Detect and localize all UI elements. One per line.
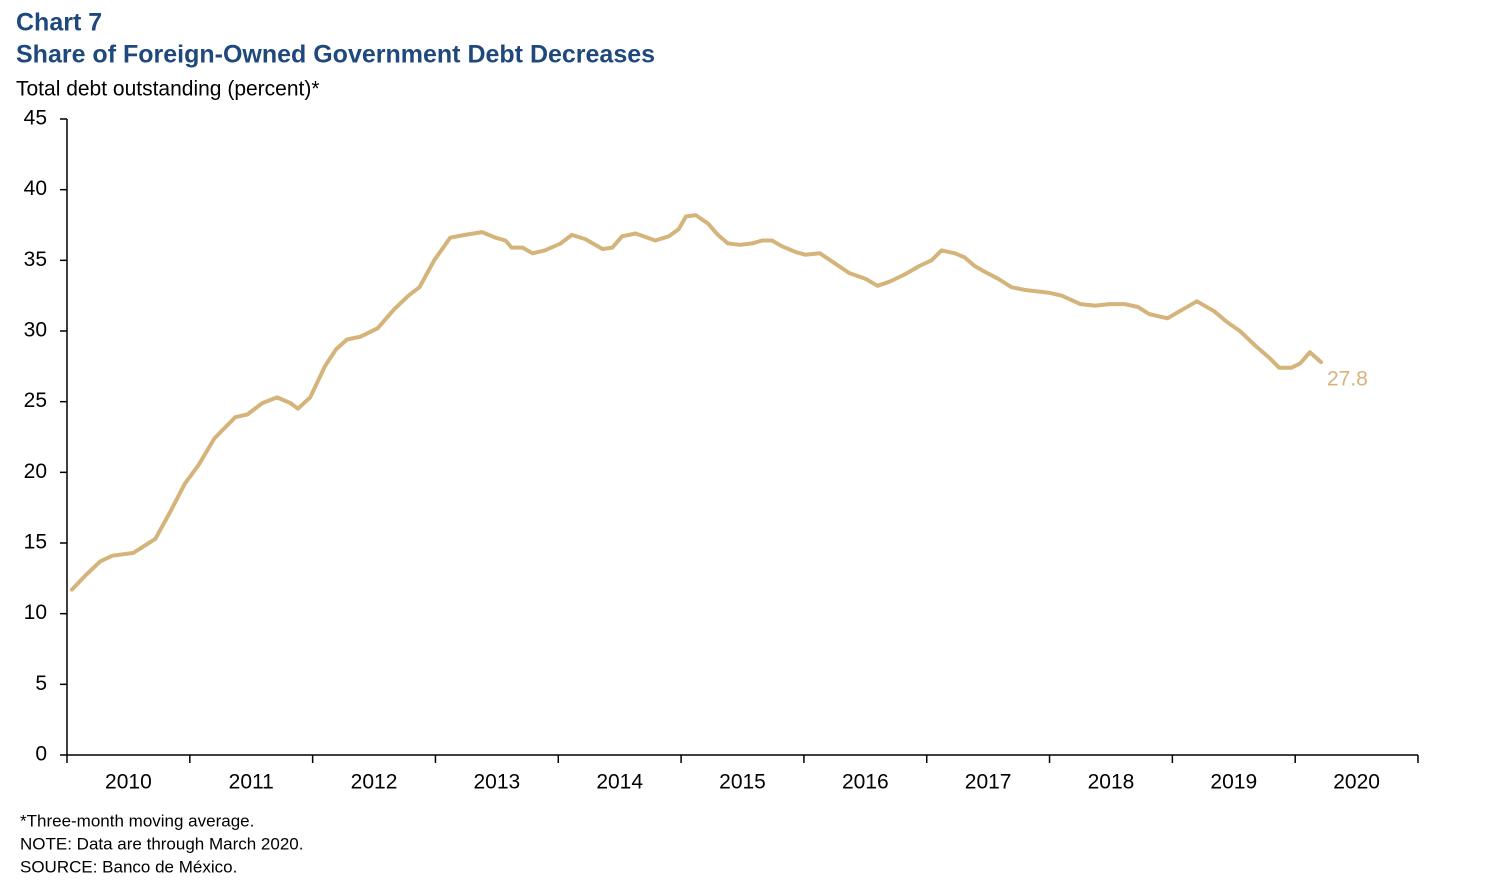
- x-tick-label: 2013: [474, 771, 521, 794]
- x-tick-label: 2019: [1210, 771, 1257, 794]
- x-tick-label: 2010: [105, 771, 152, 794]
- x-tick-label: 2011: [229, 771, 274, 794]
- x-tick-label: 2017: [965, 771, 1012, 794]
- chart-title: Share of Foreign-Owned Government Debt D…: [16, 41, 655, 69]
- y-tick-label: 15: [24, 531, 47, 554]
- chart-label: Chart 7: [16, 9, 102, 37]
- y-tick-label: 0: [35, 743, 47, 766]
- x-tick-label: 2016: [842, 771, 889, 794]
- y-tick-label: 45: [24, 107, 47, 130]
- x-tick-label: 2014: [596, 771, 643, 794]
- y-tick-label: 5: [35, 672, 47, 695]
- footnote: SOURCE: Banco de México.: [20, 857, 237, 876]
- y-tick-label: 35: [24, 248, 47, 271]
- footnote: *Three-month moving average.: [20, 811, 254, 830]
- x-tick-label: 2012: [351, 771, 398, 794]
- y-axis-label: Total debt outstanding (percent)*: [16, 78, 320, 101]
- footnote: NOTE: Data are through March 2020.: [20, 834, 303, 853]
- end-label: 27.8: [1327, 368, 1368, 391]
- x-tick-label: 2018: [1088, 771, 1135, 794]
- x-tick-label: 2015: [719, 771, 766, 794]
- y-tick-label: 40: [24, 177, 47, 200]
- x-tick-label: 2020: [1333, 771, 1380, 794]
- y-tick-label: 30: [24, 319, 47, 342]
- y-tick-label: 25: [24, 389, 47, 412]
- y-tick-label: 10: [24, 601, 47, 624]
- data-line: [69, 213, 1323, 592]
- y-tick-label: 20: [24, 460, 47, 483]
